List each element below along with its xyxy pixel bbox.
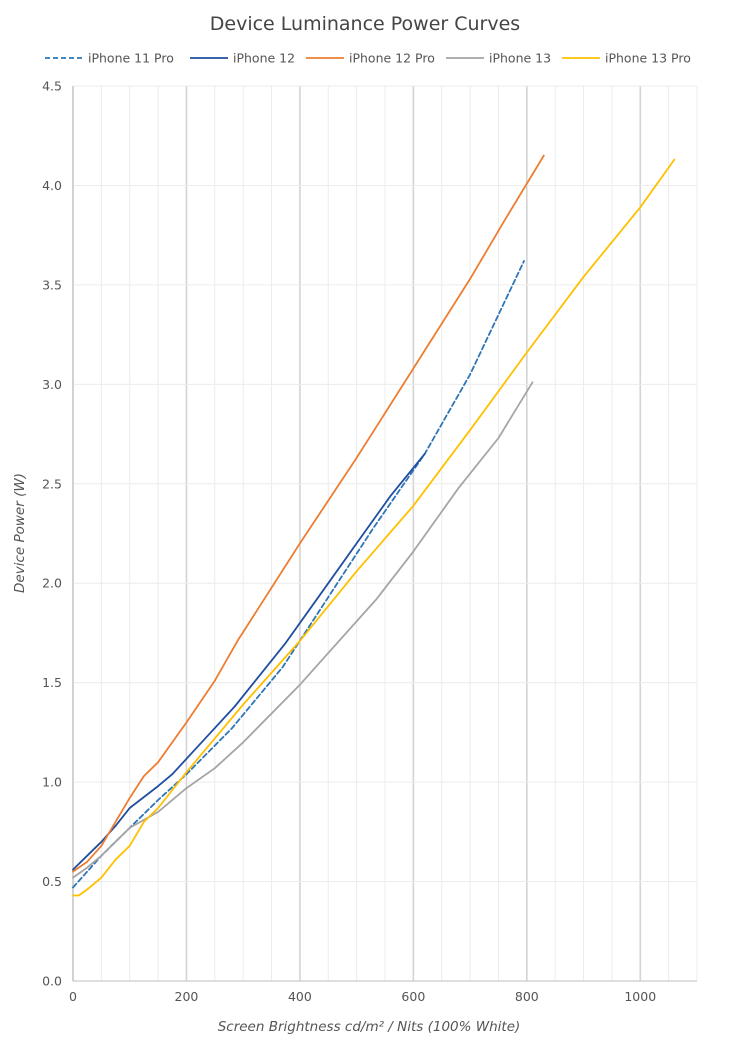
legend-label: iPhone 12 Pro (349, 51, 435, 66)
axes (72, 86, 697, 982)
tick-labels: 0 200 400 600 800 1000 0.0 0.5 1.0 1.5 2.0 2.5 3.0 3.… (42, 79, 656, 1005)
y-tick-label: 2.5 (42, 476, 62, 491)
series-layer (72, 154, 676, 897)
y-tick-label: 1.5 (42, 675, 62, 690)
x-tick-label: 1000 (624, 989, 656, 1004)
x-tick-label: 600 (401, 989, 425, 1004)
legend-label: iPhone 11 Pro (88, 51, 174, 66)
x-axis-title: Screen Brightness cd/m² / Nits (100% Whi… (218, 1019, 521, 1035)
series-line (72, 158, 676, 897)
y-tick-label: 1.0 (42, 775, 62, 790)
y-tick-label: 0.5 (42, 874, 62, 889)
y-tick-label: 3.0 (42, 377, 62, 392)
x-tick-label: 0 (69, 989, 77, 1004)
grid (72, 85, 698, 982)
series-line (72, 453, 426, 871)
y-tick-label: 4.5 (42, 79, 62, 94)
legend: iPhone 11 Pro iPhone 12 iPhone 12 Pro iPhon… (45, 51, 691, 66)
legend-label: iPhone 13 (489, 51, 551, 66)
y-axis-title: Device Power (W) (12, 473, 28, 593)
legend-label: iPhone 12 (233, 51, 295, 66)
series-line (72, 381, 534, 879)
y-tick-label: 2.0 (42, 576, 62, 591)
x-tick-label: 800 (515, 989, 539, 1004)
y-tick-label: 4.0 (42, 178, 62, 193)
series-line (72, 260, 525, 889)
x-tick-label: 400 (288, 989, 312, 1004)
y-tick-label: 0.0 (42, 974, 62, 989)
legend-label: iPhone 13 Pro (605, 51, 691, 66)
series-line (72, 154, 545, 873)
x-tick-label: 200 (175, 989, 199, 1004)
chart-title: Device Luminance Power Curves (210, 13, 520, 35)
y-tick-label: 3.5 (42, 277, 62, 292)
